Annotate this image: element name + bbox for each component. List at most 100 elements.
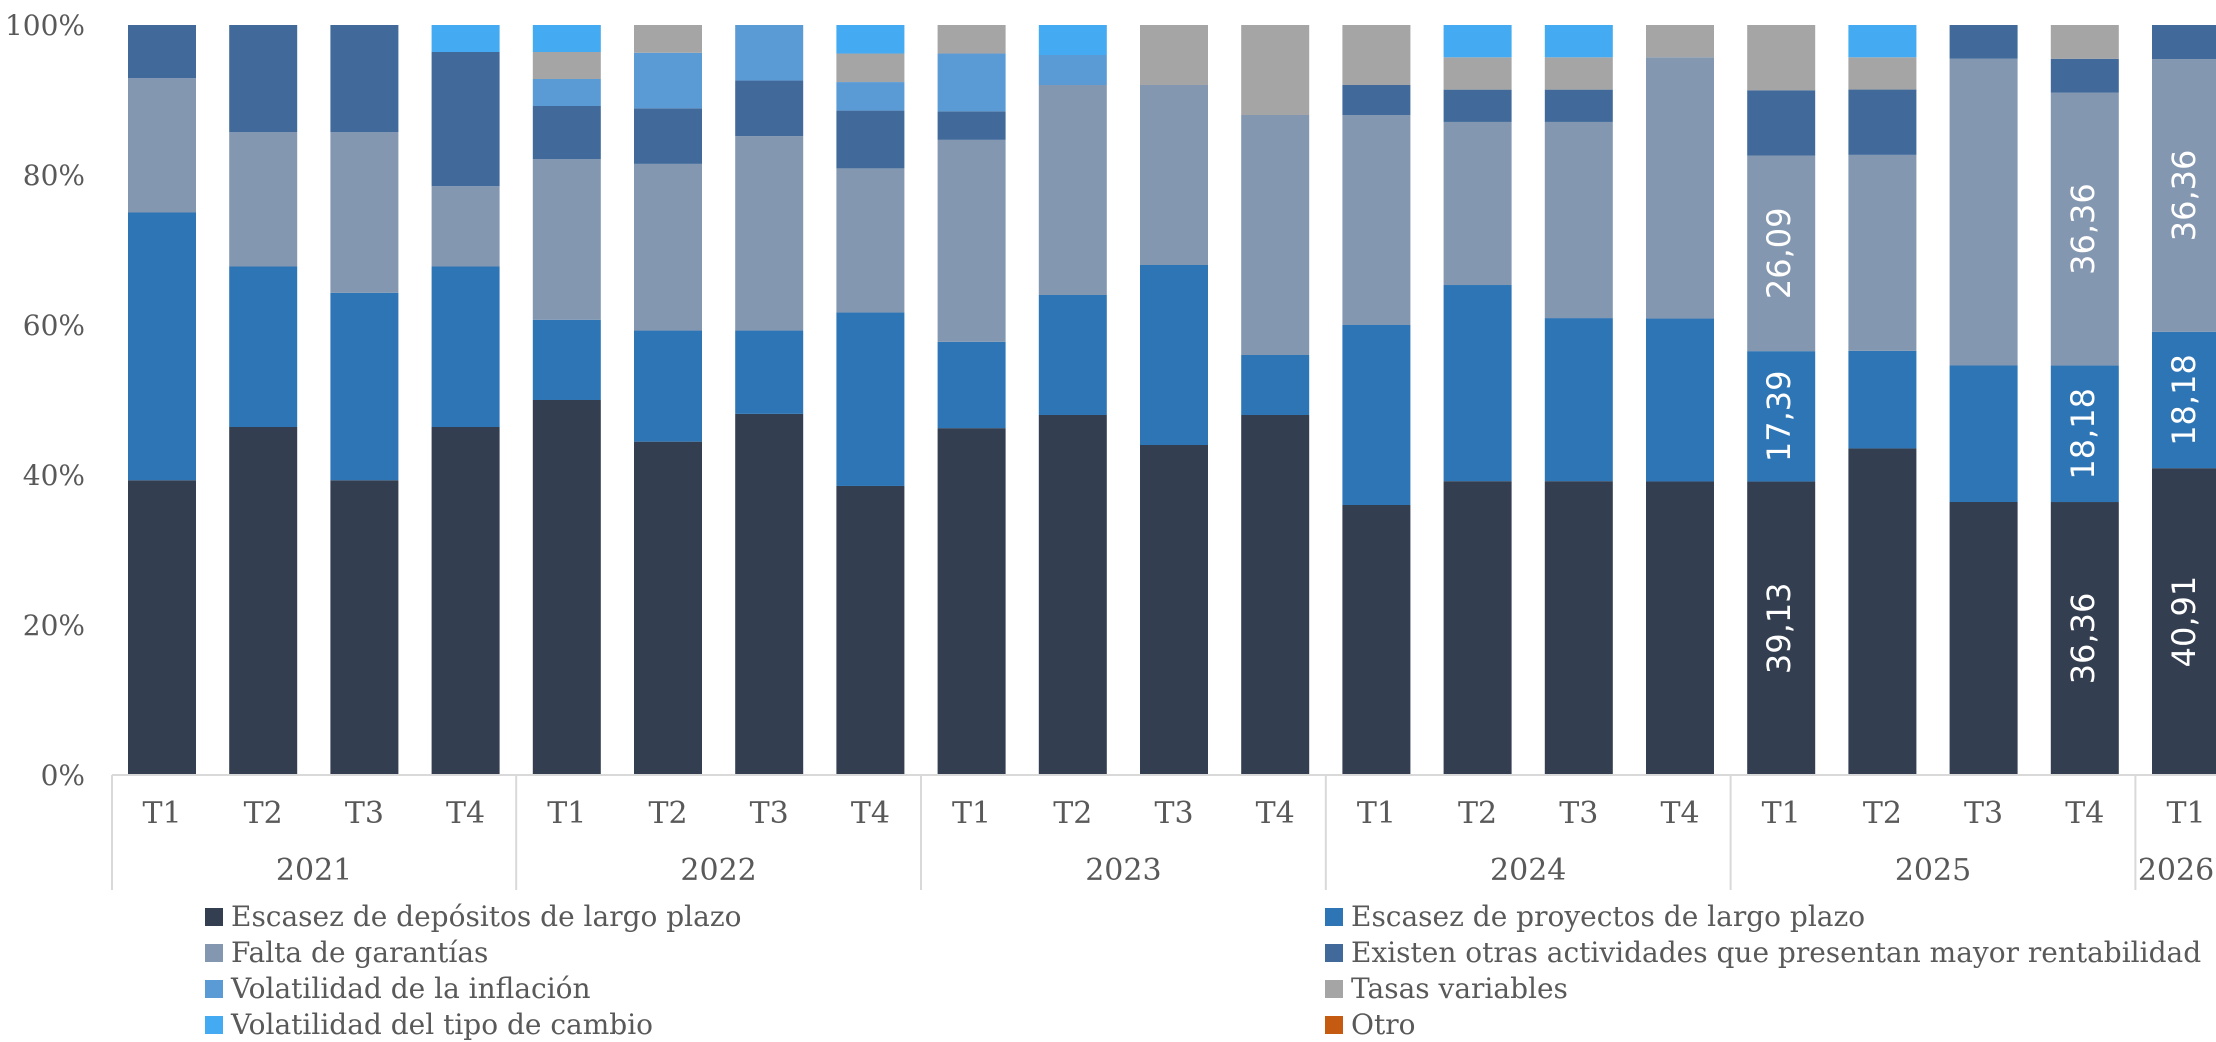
legend-item: Otro xyxy=(1325,1008,1415,1041)
year-label: 2023 xyxy=(1085,853,1161,888)
bar-segment xyxy=(1342,115,1411,325)
bar-segment xyxy=(431,427,500,775)
bar-segment xyxy=(937,53,1006,112)
bar-segment xyxy=(2152,468,2216,775)
bar-segment xyxy=(2050,502,2119,775)
legend-item: Falta de garantías xyxy=(205,936,488,969)
bar-segment xyxy=(1443,25,1512,58)
data-label: 17,39 xyxy=(1760,371,1798,463)
bar-segment xyxy=(634,108,702,164)
bar-segment xyxy=(1646,481,1714,775)
bar-segment xyxy=(1544,57,1613,90)
x-tick-label: T2 xyxy=(1053,796,1092,831)
x-tick-label: T1 xyxy=(1762,796,1801,831)
bar-segment xyxy=(1848,154,1917,351)
bar-segment xyxy=(1949,25,2018,59)
bar-segment xyxy=(1747,481,1816,775)
x-tick-label: T3 xyxy=(1154,796,1193,831)
bar-segment xyxy=(1544,89,1613,122)
bar-segment xyxy=(2050,58,2119,93)
year-label: 2026 xyxy=(2138,853,2214,888)
data-label: 18,18 xyxy=(2165,354,2203,446)
bar-segment xyxy=(735,25,804,81)
bar-segment xyxy=(1544,318,1613,482)
x-tick-label: T4 xyxy=(2065,796,2104,831)
bar-segment xyxy=(330,132,399,293)
bar-segment xyxy=(1443,89,1512,122)
bar-segment xyxy=(128,78,196,213)
y-tick-label: 0% xyxy=(41,759,85,792)
legend-swatch xyxy=(1325,943,1343,962)
x-tick-label: T1 xyxy=(142,796,181,831)
legend-label: Volatilidad de la inflación xyxy=(231,972,591,1005)
bar-segment xyxy=(1443,481,1512,775)
y-tick-label: 20% xyxy=(23,609,85,642)
x-tick-label: T4 xyxy=(851,796,890,831)
stacked-bar-chart: 0% 20% 40% 60% 80% 100% 39,13 17,39 26,09 36,36 1… xyxy=(5,9,2216,890)
bar-segment xyxy=(937,139,1006,342)
x-axis: T1 T2 T3 T4 T1 T2 T3 T4 T1 T2 T3 T4 T1 T2 T3 T4 T1 T2 T3 T4… xyxy=(111,774,2216,890)
bar-segment xyxy=(532,400,601,775)
x-tick-label: T3 xyxy=(1559,796,1598,831)
bar-segment xyxy=(532,319,601,400)
bar-segment xyxy=(1241,355,1310,415)
bar-segment xyxy=(1241,415,1310,775)
bar-segment xyxy=(1038,85,1107,295)
legend-label: Volatilidad del tipo de cambio xyxy=(231,1008,654,1041)
legend-label: Otro xyxy=(1351,1008,1416,1041)
legend-label: Escasez de proyectos de largo plazo xyxy=(1351,900,1866,933)
bar-segment xyxy=(128,212,196,481)
legend-label: Escasez de depósitos de largo plazo xyxy=(231,900,742,933)
bar-segment xyxy=(735,330,804,414)
bar-segment xyxy=(1544,481,1613,775)
x-tick-label: T1 xyxy=(547,796,586,831)
data-label: 18,18 xyxy=(2064,388,2102,480)
bar-segment xyxy=(836,82,905,111)
bar-segment xyxy=(128,480,196,775)
bar-segment xyxy=(2050,365,2119,503)
bar-segment xyxy=(1747,155,1816,352)
x-tick-label: T4 xyxy=(446,796,485,831)
bar-segment xyxy=(634,330,702,442)
bar-segment xyxy=(2050,25,2119,59)
bar-segment xyxy=(229,427,298,775)
bar-segment xyxy=(836,25,905,54)
bar-segment xyxy=(1443,121,1512,286)
data-label: 36,36 xyxy=(2064,183,2102,275)
bar-segment xyxy=(836,485,905,775)
bar-segment xyxy=(532,52,601,79)
bar-segment xyxy=(2050,92,2119,366)
bar-segment xyxy=(128,25,196,79)
year-label: 2022 xyxy=(680,853,756,888)
bar-segment xyxy=(1949,502,2018,775)
legend-item: Escasez de proyectos de largo plazo xyxy=(1325,900,1865,933)
bar-segment xyxy=(836,53,905,83)
bar-segment xyxy=(431,52,500,187)
x-tick-label: T2 xyxy=(1863,796,1902,831)
data-label: 26,09 xyxy=(1760,208,1798,300)
bar-segment xyxy=(229,25,298,133)
x-tick-label: T4 xyxy=(1256,796,1295,831)
bar-segment xyxy=(1544,25,1613,58)
legend-swatch xyxy=(205,979,223,998)
data-label: 40,91 xyxy=(2165,576,2203,668)
legend-swatch xyxy=(1325,979,1343,998)
data-label: 36,36 xyxy=(2064,593,2102,685)
bar-segment xyxy=(1443,57,1512,90)
bar-segment xyxy=(1241,115,1310,355)
bar-segment xyxy=(1140,265,1208,445)
bar-segment xyxy=(229,266,298,427)
bar-segment xyxy=(634,52,702,109)
bar-segment xyxy=(1342,505,1411,775)
bar-segment xyxy=(1038,55,1107,85)
bar-segment xyxy=(836,312,905,486)
bar-segment xyxy=(1038,25,1107,55)
x-tick-label: T1 xyxy=(952,796,991,831)
bar-segment xyxy=(1747,25,1816,91)
bar-segment xyxy=(532,25,601,52)
legend-swatch xyxy=(205,943,223,962)
y-tick-label: 80% xyxy=(23,159,85,192)
legend-label: Existen otras actividades que presentan … xyxy=(1351,936,2202,969)
bar-segment xyxy=(532,159,601,320)
bar-segment xyxy=(1949,365,2018,502)
